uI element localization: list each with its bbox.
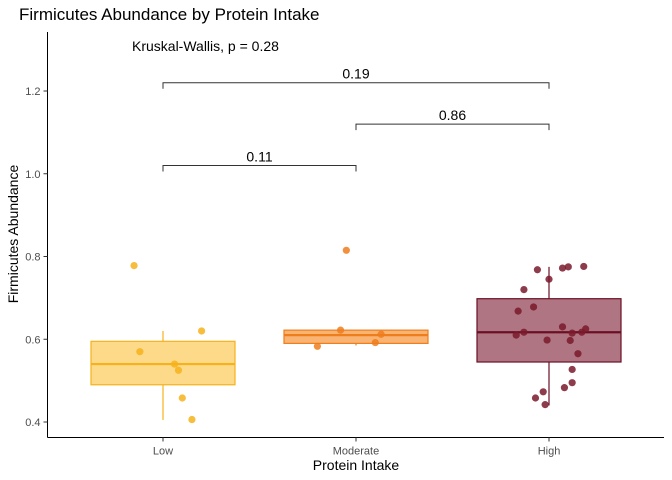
data-point-moderate [313,342,321,350]
data-point-high [529,303,538,311]
data-point-low [136,348,144,356]
p-value-label: 0.19 [342,66,369,82]
data-point-high [564,263,572,271]
data-point-high [531,394,540,402]
y-tick-label: 1.2 [25,86,40,98]
data-point-high [520,286,528,294]
comparison-bracket: 0.86 [355,107,550,131]
data-point-high [512,331,520,339]
comparison-bracket: 0.11 [162,148,357,172]
data-point-high [558,323,567,331]
data-point-low [130,262,138,270]
y-axis-title: Firmicutes Abundance [5,165,21,304]
data-point-moderate [342,246,350,254]
data-point-moderate [377,330,385,338]
data-point-low [198,327,206,335]
y-tick-label: 0.8 [25,252,40,264]
data-point-high [533,266,542,274]
data-point-low [170,360,179,368]
data-point-high [568,365,576,374]
data-point-low [188,415,196,424]
x-tick-label: Low [153,446,173,458]
box-rect-moderate [283,329,429,344]
bracket-line [162,164,357,172]
data-point-high [566,336,574,345]
y-axis-ticks: 0.4 0.6 0.8 1.0 1.2 [25,86,48,429]
data-point-high [543,336,551,344]
p-value-label: 0.11 [246,148,272,164]
bracket-line [162,82,550,89]
data-point-high [568,379,576,387]
data-point-high [541,401,549,409]
data-point-high [539,388,547,396]
x-tick-label: High [538,446,561,458]
kruskal-wallis-annotation: Kruskal-Wallis, p = 0.28 [132,38,279,54]
box-rect-high [476,298,622,363]
comparison-bracket: 0.19 [162,66,550,89]
x-axis-title: Protein Intake [313,457,400,473]
data-point-high [545,275,553,283]
data-point-low [174,366,183,374]
data-point-high [560,384,569,392]
data-point-moderate [336,326,345,334]
y-tick-label: 0.4 [25,417,40,429]
box-low [90,330,236,420]
data-point-high [574,350,582,358]
plot-area: 0.11 0.86 0.19 [90,66,622,424]
data-point-high [568,329,576,337]
data-point-low [178,394,186,402]
data-point-high [578,328,586,336]
data-point-high [558,264,567,272]
data-point-high [580,262,588,271]
chart-title: Firmicutes Abundance by Protein Intake [19,5,320,24]
x-tick-label: Moderate [333,446,379,458]
box-high [476,266,622,406]
p-value-label: 0.86 [439,107,466,123]
data-point-high [514,307,522,315]
box-moderate [283,329,429,346]
bracket-line [355,123,550,131]
y-tick-label: 1.0 [25,169,40,181]
y-tick-label: 0.6 [25,334,40,346]
data-point-high [520,328,528,336]
x-axis-ticks: Low Moderate High [153,437,561,458]
data-point-moderate [371,338,379,347]
